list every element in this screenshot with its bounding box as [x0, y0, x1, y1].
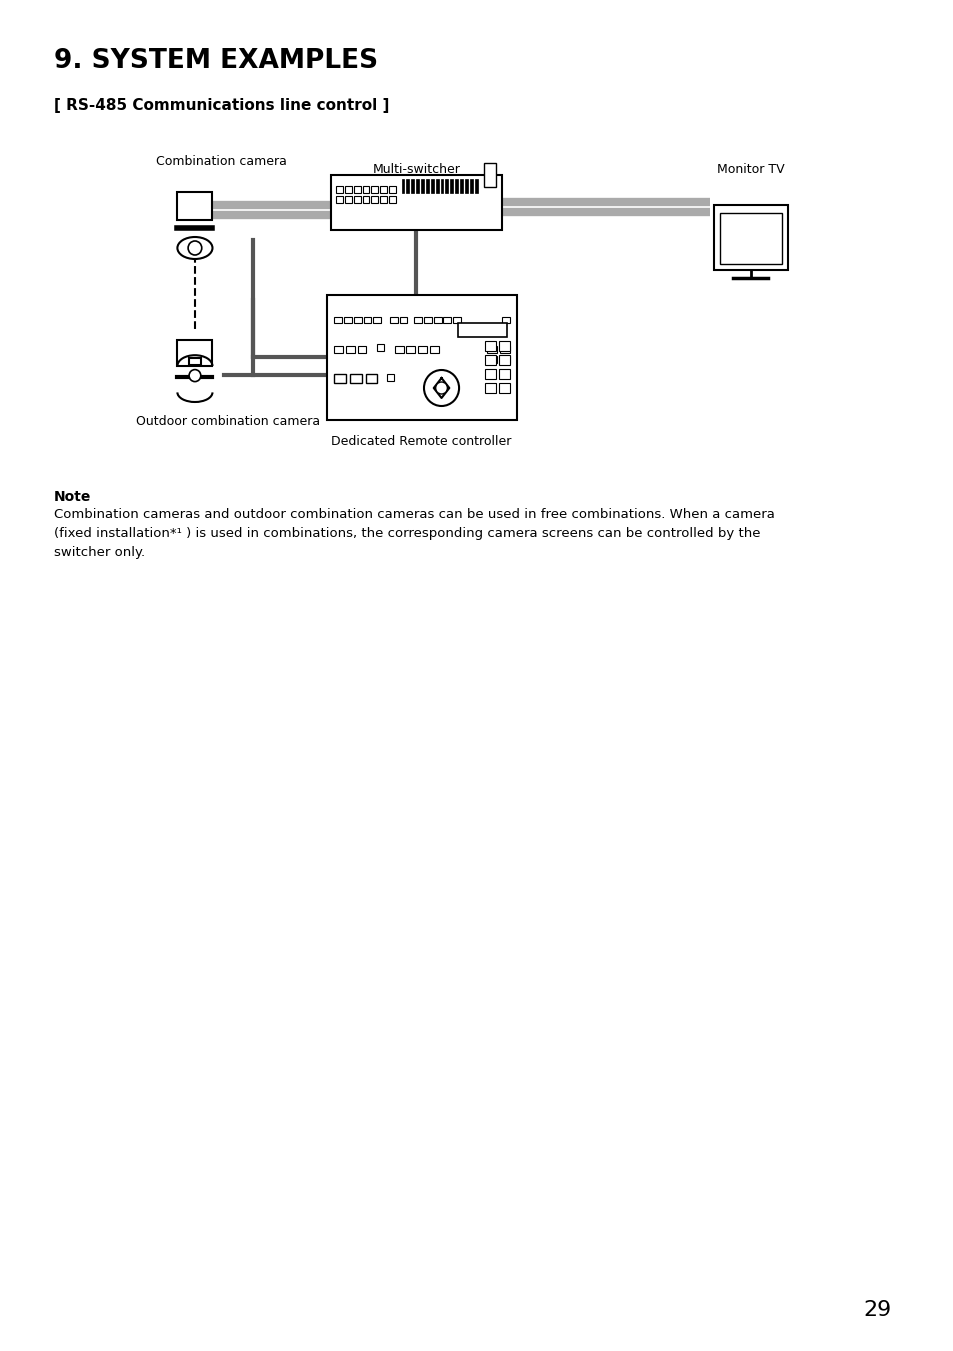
Circle shape	[189, 370, 200, 381]
Bar	[498, 369, 509, 380]
Bar	[487, 357, 497, 363]
Bar	[430, 346, 438, 353]
Bar	[464, 178, 467, 193]
Bar	[371, 186, 377, 193]
Bar	[485, 369, 496, 380]
Bar	[459, 178, 462, 193]
Text: Monitor TV: Monitor TV	[716, 163, 783, 176]
Bar	[354, 196, 360, 203]
Bar	[485, 340, 496, 351]
FancyBboxPatch shape	[331, 176, 501, 230]
Text: Multi-switcher: Multi-switcher	[372, 163, 459, 176]
Bar	[376, 345, 384, 351]
Bar	[469, 178, 473, 193]
Bar	[334, 317, 342, 323]
FancyBboxPatch shape	[714, 205, 787, 270]
Bar	[445, 178, 448, 193]
Bar	[362, 186, 369, 193]
FancyBboxPatch shape	[326, 295, 516, 420]
Text: 9. SYSTEM EXAMPLES: 9. SYSTEM EXAMPLES	[53, 49, 377, 74]
Bar	[498, 355, 509, 365]
Bar	[357, 346, 366, 353]
Bar	[499, 357, 509, 363]
Bar	[485, 382, 496, 393]
Bar	[344, 317, 352, 323]
FancyBboxPatch shape	[187, 205, 203, 215]
Text: Note: Note	[53, 490, 91, 504]
Bar	[389, 186, 395, 193]
Text: Dedicated Remote controller: Dedicated Remote controller	[331, 435, 511, 449]
Bar	[387, 374, 394, 381]
Bar	[443, 317, 451, 323]
Bar	[431, 178, 434, 193]
Bar	[457, 323, 506, 336]
Bar	[450, 178, 453, 193]
FancyBboxPatch shape	[177, 192, 213, 220]
Bar	[363, 317, 371, 323]
Bar	[379, 186, 387, 193]
Bar	[345, 186, 352, 193]
Bar	[416, 178, 418, 193]
Bar	[345, 196, 352, 203]
FancyBboxPatch shape	[720, 213, 781, 263]
Bar	[389, 196, 395, 203]
Bar	[453, 317, 460, 323]
Bar	[487, 346, 497, 353]
Bar	[499, 346, 509, 353]
Bar	[406, 346, 415, 353]
Bar	[501, 317, 509, 323]
Circle shape	[436, 382, 447, 394]
Bar	[484, 163, 496, 186]
Bar	[401, 178, 404, 193]
Bar	[334, 374, 346, 382]
Bar	[346, 346, 355, 353]
Bar	[406, 178, 409, 193]
Bar	[440, 178, 443, 193]
Bar	[354, 186, 360, 193]
Bar	[395, 346, 403, 353]
Circle shape	[423, 370, 458, 407]
Text: Combination camera: Combination camera	[155, 155, 287, 168]
Bar	[417, 346, 426, 353]
Bar	[455, 178, 457, 193]
Bar	[414, 317, 421, 323]
Bar	[475, 178, 477, 193]
FancyBboxPatch shape	[189, 358, 200, 365]
Bar	[354, 317, 361, 323]
Bar	[335, 196, 343, 203]
Bar	[390, 317, 397, 323]
Bar	[365, 374, 376, 382]
Bar	[334, 346, 343, 353]
Text: Outdoor combination camera: Outdoor combination camera	[136, 415, 320, 428]
Bar	[485, 355, 496, 365]
Bar	[434, 317, 441, 323]
Bar	[436, 178, 438, 193]
Bar	[350, 374, 361, 382]
Bar	[379, 196, 387, 203]
Bar	[371, 196, 377, 203]
Bar	[498, 382, 509, 393]
Ellipse shape	[177, 236, 213, 259]
Bar	[423, 317, 432, 323]
Bar	[373, 317, 380, 323]
Bar	[411, 178, 414, 193]
Bar	[399, 317, 407, 323]
Bar	[425, 178, 429, 193]
Bar	[335, 186, 343, 193]
Text: 29: 29	[862, 1300, 890, 1320]
Text: [ RS-485 Communications line control ]: [ RS-485 Communications line control ]	[53, 99, 389, 113]
FancyBboxPatch shape	[177, 339, 213, 366]
Bar	[362, 196, 369, 203]
Circle shape	[188, 240, 201, 255]
Bar	[498, 340, 509, 351]
Text: Combination cameras and outdoor combination cameras can be used in free combinat: Combination cameras and outdoor combinat…	[53, 508, 774, 559]
Bar	[420, 178, 423, 193]
